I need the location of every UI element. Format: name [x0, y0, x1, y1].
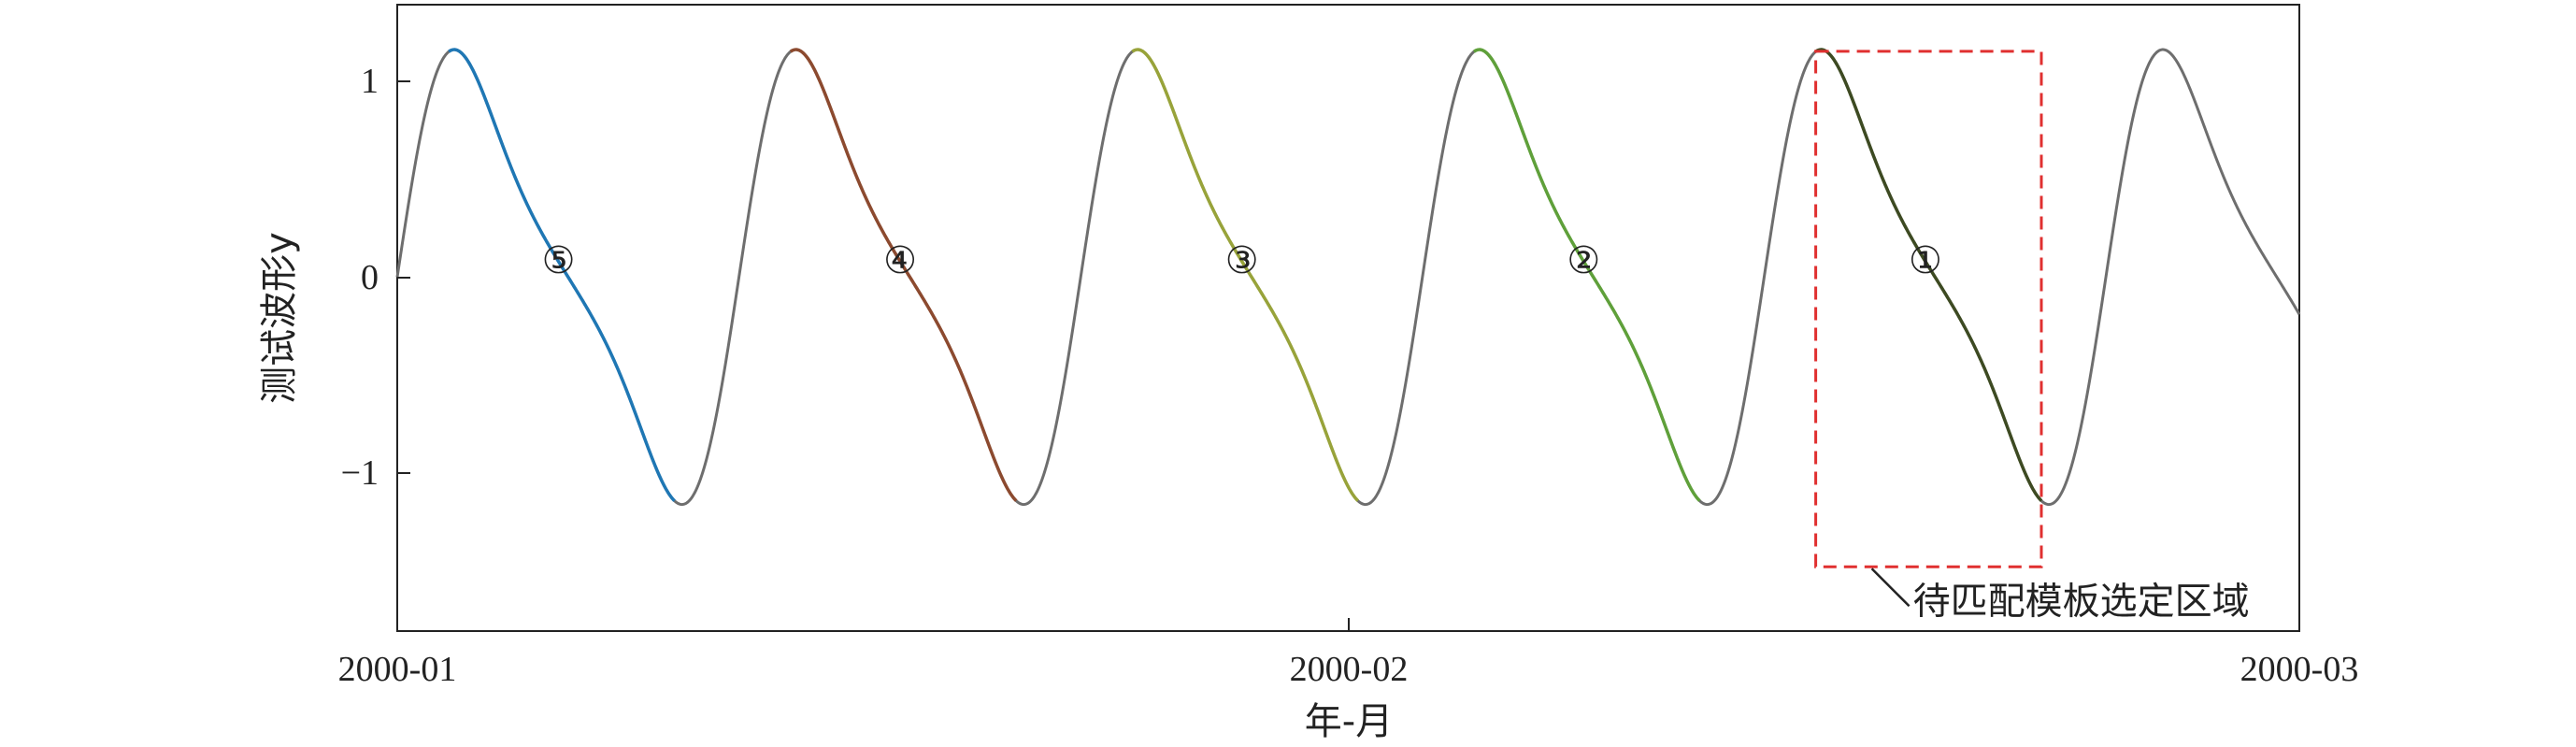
- highlighted-segments: [448, 48, 2043, 502]
- segment-line-2: [789, 48, 1018, 502]
- segment-line-3: [1131, 48, 1360, 502]
- segment-label-3: ③: [1225, 239, 1259, 282]
- y-tick-label-0: 0: [361, 258, 379, 297]
- segment-line-4: [1473, 48, 1701, 502]
- y-tick-label-1: 1: [361, 62, 379, 101]
- segment-line-1: [448, 48, 676, 502]
- plot-frame: [396, 4, 2300, 632]
- region-annotation-label: 待匹配模板选定区域: [1913, 580, 2250, 623]
- template-region-box: [1814, 50, 2043, 568]
- y-axis: 1 0 −1: [341, 62, 410, 493]
- x-tick-label-2000-03: 2000-03: [2240, 650, 2359, 689]
- x-axis: 2000-01 2000-02 2000-03: [338, 618, 2359, 689]
- segment-labels: ⑤ ④ ③ ② ①: [542, 239, 1942, 282]
- waveform-line: [395, 48, 2301, 507]
- x-tick-label-2000-01: 2000-01: [338, 650, 457, 689]
- segment-label-2: ④: [883, 239, 917, 282]
- x-tick-label-2000-02: 2000-02: [1290, 650, 1409, 689]
- segment-label-5: ①: [1909, 239, 1942, 282]
- region-leader-line: [1870, 567, 1911, 608]
- segment-label-1: ⑤: [542, 239, 576, 282]
- y-axis-label: 测试波形y: [258, 232, 301, 404]
- y-tick-label-minus1: −1: [341, 453, 379, 493]
- x-axis-label: 年-月: [1305, 700, 1393, 743]
- segment-line-5: [1814, 48, 2043, 502]
- segment-label-4: ②: [1567, 239, 1600, 282]
- base-waveform-series: [395, 48, 2301, 507]
